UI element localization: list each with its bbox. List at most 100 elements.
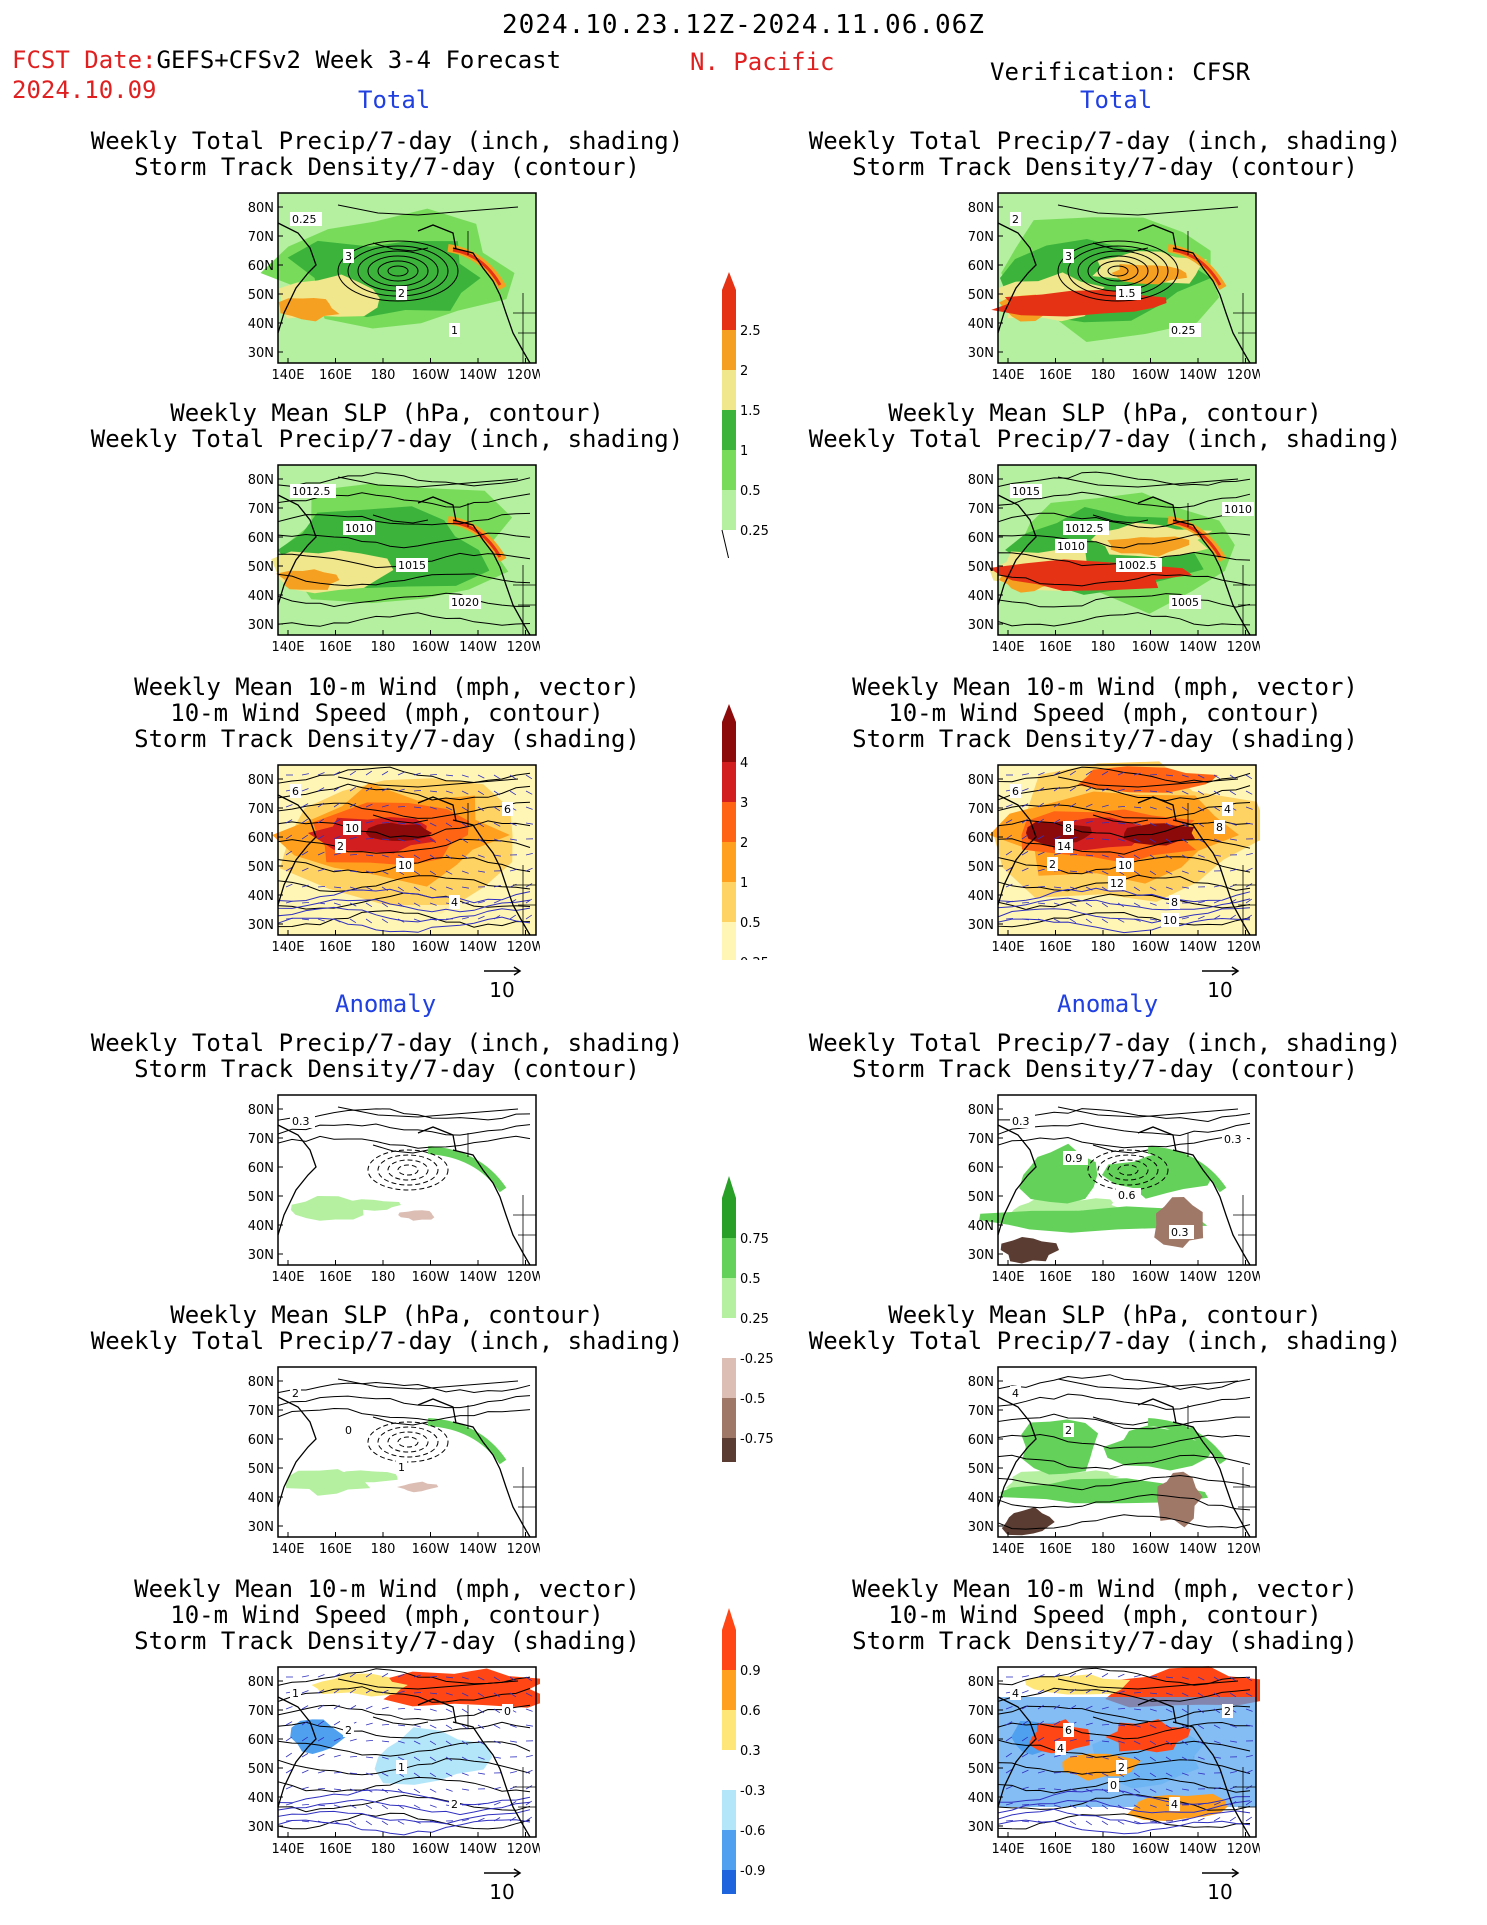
wind-vector [317,1674,325,1678]
contour-line [997,1705,1251,1723]
coastline-alaska [417,1698,457,1724]
wind-vector [333,1788,342,1791]
wind-vector [413,1740,421,1745]
wind-vector [1117,788,1125,792]
contour-line [277,573,531,587]
lon-label: 160E [1039,940,1072,955]
coastline-asia [277,1124,317,1236]
contour-label-bg [290,1386,301,1400]
wind-vector [349,1672,357,1678]
wind-vector [1101,838,1110,841]
colorbar-track-anomaly: -0.9 -0.6 -0.3 0.3 0.6 0.9 [722,1608,765,1894]
wind-vector [301,867,309,872]
wind-vector [493,838,501,842]
wind-vector [413,822,421,826]
wind-vector [381,1772,389,1777]
contour-label: 10 [1163,914,1177,927]
panel-title-5: Weekly Mean 10-m Wind (mph, vector) 10-m… [134,673,640,753]
wind-vector [1005,819,1013,824]
wind-vector [317,1804,326,1807]
wind-vector [1117,854,1125,859]
lon-label: 140E [991,640,1024,655]
wind-vector [301,902,310,904]
wind-vector [525,1724,533,1727]
contour-line [277,1721,531,1739]
contour-label-bg [502,802,513,816]
wind-vector [1133,1740,1141,1745]
wind-vector [477,1756,485,1760]
wind-vector [1069,1756,1078,1758]
wind-vector [445,1708,453,1713]
colorbar-label: 0.5 [740,484,761,499]
contour-line [997,917,1251,934]
wind-vector [1085,854,1094,857]
wind-vector [349,1804,357,1809]
wind-vector [493,1801,501,1806]
wind-vector [1181,774,1189,778]
colorbar-arrow-bottom [721,529,730,558]
wind-vector [1197,1740,1205,1745]
coastline-aleutians [372,1416,429,1426]
lon-label: 160E [319,1842,352,1857]
wind-vector [349,1738,357,1742]
lon-label: 180 [1091,1542,1116,1557]
wind-vector [1133,790,1142,792]
wind-vector [317,918,325,922]
colorbar-segment [722,922,736,960]
contour-ellipse [1057,240,1179,302]
map-frame [277,192,537,364]
wind-vector [413,918,421,922]
wind-vector [1165,1740,1173,1746]
wind-vector [1053,1737,1061,1742]
wind-vector [429,1804,437,1808]
colorbar-segment [722,882,736,922]
wind-vector [1037,1737,1045,1742]
wind-vector [429,822,437,827]
wind-vector [1053,852,1061,856]
precip-anom-shade [1103,1425,1215,1471]
wind-vector [1037,787,1045,792]
wind-vector [1133,1692,1142,1694]
wind-vector [349,886,357,890]
wind-vector [285,1820,294,1822]
wind-vector [445,1772,453,1777]
wind-vector [1037,851,1045,856]
colorbar-label: 0.25 [740,1312,769,1327]
wind-vector [1197,901,1205,904]
wind-vector [381,854,389,858]
lat-label: 30N [248,618,274,633]
wind-vector [1181,1724,1189,1730]
wind-vector [1101,870,1109,875]
wind-vector [1165,1724,1173,1730]
lon-label: 180 [1091,940,1116,955]
lon-label: 180 [371,1542,396,1557]
wind-vector [493,899,501,904]
wind-vector [477,1724,485,1730]
lon-label: 160E [1039,1842,1072,1857]
lon-label: 160W [412,940,450,955]
wind-vector [1037,1689,1045,1694]
wind-vector [525,774,533,780]
wind-vector [445,790,453,794]
contour-line [997,897,1251,911]
wind-vector [333,819,341,824]
panel-title-8: Weekly Total Precip/7-day (inch, shading… [808,1029,1402,1083]
state-boundaries [1233,565,1256,635]
contour-line [997,1819,1251,1835]
wind-vector [1053,819,1061,824]
lon-label: 140W [1179,640,1217,655]
wind-vector [445,1788,453,1792]
lat-label: 60N [968,259,994,274]
wind-vector [381,787,389,792]
contour-label: 4 [1012,1387,1019,1400]
contour-label: 2 [337,840,344,853]
wind-vector [1245,898,1253,904]
contour-label-bg [1222,1704,1233,1718]
lon-label: 140W [459,940,497,955]
coastline-arctic [337,1106,519,1118]
wind-vector [1133,886,1141,892]
wind-vector [445,1724,453,1730]
wind-vector [429,1772,437,1778]
wind-vector [1149,1756,1157,1762]
contour-label-bg [290,784,301,798]
